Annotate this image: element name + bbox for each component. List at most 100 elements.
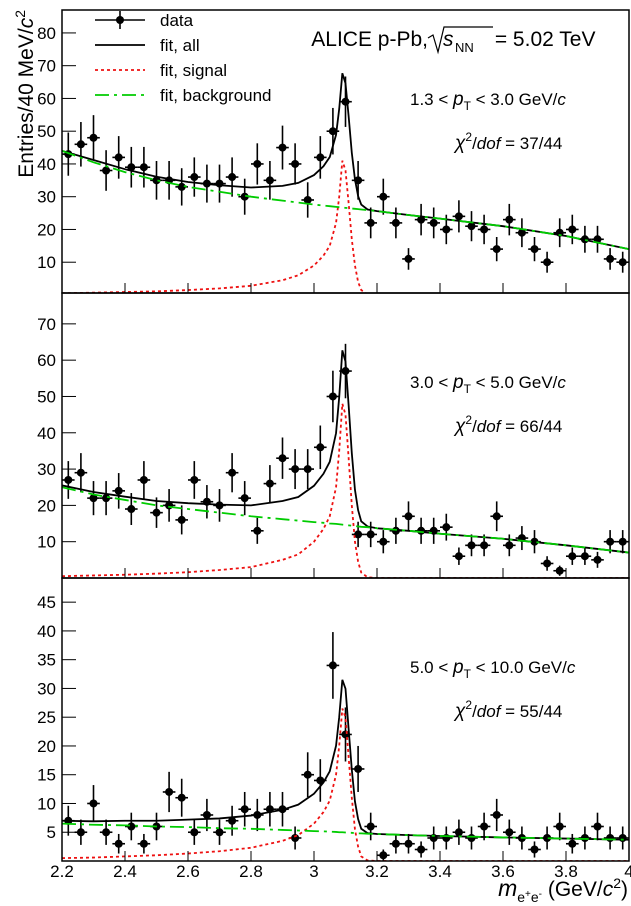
y-tick-label: 20 xyxy=(37,220,56,239)
chi2-label-part: 2 xyxy=(465,698,472,712)
legend-label: data xyxy=(160,11,194,30)
y-tick-label: 70 xyxy=(37,57,56,76)
y-tick-label: 40 xyxy=(37,622,56,641)
panel-plot xyxy=(62,632,629,861)
y-tick-label: 80 xyxy=(37,24,56,43)
data-point xyxy=(505,215,514,224)
data-point xyxy=(606,537,615,546)
data-point xyxy=(379,851,388,860)
data-point xyxy=(278,454,287,463)
data-point xyxy=(442,523,451,532)
panel-label-part: T xyxy=(464,667,472,681)
fit-curve xyxy=(62,149,629,250)
data-point xyxy=(480,541,489,550)
x-axis-title-part: c xyxy=(603,878,614,901)
x-axis-title-part: m xyxy=(498,875,517,901)
data-point xyxy=(505,541,514,550)
data-point xyxy=(102,828,111,837)
data-point xyxy=(316,153,325,162)
data-point xyxy=(139,475,148,484)
data-point xyxy=(568,552,577,561)
data-point xyxy=(253,526,262,535)
data-point xyxy=(517,228,526,237)
data-point xyxy=(215,828,224,837)
data-point xyxy=(593,822,602,831)
data-point xyxy=(618,833,627,842)
panel-label-part: c xyxy=(557,90,566,109)
y-tick-label: 60 xyxy=(37,89,56,108)
y-axis-title-part: Entries/40 MeV/ xyxy=(15,28,38,178)
data-point xyxy=(89,799,98,808)
fit-curve xyxy=(62,486,629,554)
y-tick-label: 50 xyxy=(37,387,56,406)
data-point xyxy=(190,828,199,837)
x-axis-title-part: e xyxy=(517,889,525,905)
data-point xyxy=(303,770,312,779)
chi2-label-part: χ xyxy=(453,133,466,154)
chi2-label-part: dof xyxy=(477,134,503,153)
data-point xyxy=(328,127,337,136)
data-point xyxy=(417,215,426,224)
data-point xyxy=(64,475,73,484)
panel-label-part: 5.0 < xyxy=(410,658,453,677)
data-point xyxy=(127,505,136,514)
chi2-label-part: 2 xyxy=(465,413,472,427)
data-point xyxy=(379,537,388,546)
y-axis-title-part: c xyxy=(15,17,38,28)
data-point xyxy=(228,468,237,477)
data-point xyxy=(354,764,363,773)
data-point xyxy=(89,494,98,503)
data-point xyxy=(480,822,489,831)
panel-label-part: p xyxy=(452,657,464,678)
x-tick-label: 2.6 xyxy=(176,862,200,881)
x-axis-title: me+e- (GeV/c2) xyxy=(498,875,628,905)
data-point xyxy=(606,833,615,842)
x-axis-title-part: e xyxy=(531,889,539,905)
data-point xyxy=(530,245,539,254)
y-tick-label: 20 xyxy=(37,496,56,515)
chi2-label-part: = 37/44 xyxy=(500,134,562,153)
panel-label-part: T xyxy=(464,99,472,113)
data-point xyxy=(102,166,111,175)
chi2-label-part: χ xyxy=(453,416,466,437)
data-point xyxy=(492,512,501,521)
y-tick-label: 5 xyxy=(47,823,56,842)
y-tick-label: 25 xyxy=(37,708,56,727)
data-point xyxy=(404,839,413,848)
chi2-label-part: = 66/44 xyxy=(500,417,562,436)
panel-label: 3.0 < pT < 5.0 GeV/c xyxy=(410,372,566,396)
panel-label-part: 3.0 < xyxy=(410,373,453,392)
data-point xyxy=(278,143,287,152)
data-point xyxy=(379,192,388,201)
data-point xyxy=(492,810,501,819)
y-tick-label: 60 xyxy=(37,351,56,370)
x-axis-title-part: (GeV/ xyxy=(542,878,603,901)
y-tick-label: 10 xyxy=(37,533,56,552)
chi2-label-part: / xyxy=(472,417,477,436)
data-point xyxy=(265,176,274,185)
fit-curve xyxy=(62,822,629,841)
x-tick-label: 3.6 xyxy=(491,862,515,881)
data-point xyxy=(177,182,186,191)
data-point xyxy=(76,140,85,149)
chart-title: NN xyxy=(455,40,474,55)
data-point xyxy=(240,192,249,201)
legend-label: fit, background xyxy=(160,86,272,105)
data-point xyxy=(580,833,589,842)
y-tick-label: 50 xyxy=(37,122,56,141)
x-tick-label: 3.4 xyxy=(428,862,452,881)
panel-plot xyxy=(62,343,629,578)
chi2-label: χ2/dof = 55/44 xyxy=(453,698,562,722)
x-axis-title-part: + xyxy=(525,889,531,900)
x-axis-title-part: 2 xyxy=(613,875,621,891)
data-point xyxy=(467,541,476,550)
data-point xyxy=(480,225,489,234)
y-tick-label: 70 xyxy=(37,315,56,334)
chi2-label-part: = 55/44 xyxy=(500,702,562,721)
data-point xyxy=(543,559,552,568)
data-point xyxy=(89,133,98,142)
data-point xyxy=(467,833,476,842)
data-point xyxy=(568,839,577,848)
y-tick-label: 40 xyxy=(37,424,56,443)
